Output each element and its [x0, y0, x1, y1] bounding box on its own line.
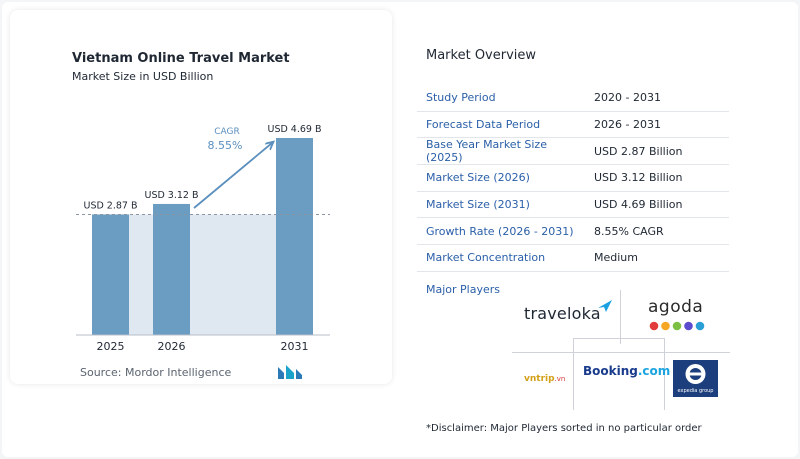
overview-row-label: Market Size (2031): [426, 198, 530, 212]
source-note: Source: Mordor Intelligence: [80, 366, 232, 379]
players-divider: [573, 338, 574, 410]
players-divider: [512, 352, 730, 353]
agoda-dot: [695, 321, 705, 331]
growth-band: [129, 214, 276, 335]
booking-logo: Booking.com: [583, 364, 671, 378]
expedia-group-logo: expedia group: [673, 360, 718, 397]
cagr-arrow: [193, 143, 272, 209]
cagr-label: CAGR: [214, 127, 240, 137]
value-label: USD 2.87 B: [83, 200, 137, 211]
overview-row-value: USD 2.87 Billion: [594, 144, 683, 158]
cagr-value: 8.55%: [208, 139, 243, 152]
overview-row-value: 8.55% CAGR: [594, 224, 664, 238]
chart-subtitle: Market Size in USD Billion: [72, 70, 214, 83]
overview-row-value: USD 3.12 Billion: [594, 171, 683, 185]
value-label: USD 4.69 B: [267, 124, 321, 135]
mordor-intelligence-logo-icon: [278, 365, 302, 379]
overview-row-label: Base Year Market Size (2025): [426, 138, 547, 165]
traveloka-bird-icon: [598, 300, 612, 312]
category-label: 2025: [97, 340, 125, 353]
bar-2025: [92, 214, 129, 335]
agoda-dot: [684, 321, 693, 331]
agoda-dot: [672, 321, 682, 331]
overview-row-value: 2020 - 2031: [594, 91, 661, 105]
overview-row-value: Medium: [594, 251, 638, 265]
vntrip-logo: vntrip.vn: [524, 374, 566, 384]
overview-row: Base Year Market Size (2025) USD 2.87 Bil…: [417, 138, 729, 166]
major-players-title: Major Players: [426, 283, 500, 296]
overview-row-label: Study Period: [426, 91, 496, 105]
overview-row-label: Market Size (2026): [426, 171, 530, 185]
expedia-e-icon: [685, 364, 706, 384]
overview-row: Market Concentration Medium: [417, 245, 729, 272]
expedia-caption: expedia group: [677, 388, 714, 394]
players-divider: [664, 338, 665, 410]
value-label: USD 3.12 B: [144, 190, 198, 201]
overview-row: Growth Rate (2026 - 2031) 8.55% CAGR: [417, 218, 729, 246]
agoda-dots-icon: [649, 321, 705, 331]
players-divider: [573, 338, 664, 339]
overview-row-value: USD 4.69 Billion: [594, 198, 683, 212]
overview-row: Market Size (2026) USD 3.12 Billion: [417, 165, 729, 192]
players-divider: [620, 290, 621, 344]
category-label: 2026: [158, 340, 186, 353]
overview-row: Study Period 2020 - 2031: [417, 85, 729, 112]
agoda-logo: agoda: [648, 297, 704, 317]
market-overview-title: Market Overview: [426, 48, 537, 63]
agoda-dot: [649, 321, 659, 331]
disclaimer: *Disclaimer: Major Players sorted in no …: [426, 423, 702, 434]
overview-row-label: Forecast Data Period: [426, 118, 541, 132]
traveloka-logo: traveloka: [524, 300, 612, 323]
overview-row-label: Growth Rate (2026 - 2031): [426, 224, 574, 238]
bar-2031: [276, 138, 313, 335]
overview-row: Market Size (2031) USD 4.69 Billion: [417, 192, 729, 219]
category-label: 2031: [281, 340, 309, 353]
bar-2026: [153, 203, 190, 335]
market-overview-table: Study Period 2020 - 2031 Forecast Data Per…: [417, 85, 729, 272]
overview-row-label: Market Concentration: [426, 251, 546, 265]
bar-chart: USD 2.87 B USD 3.12 B USD 4.69 B 2025 2026 20…: [76, 124, 330, 353]
agoda-dot: [661, 321, 670, 331]
chart-title: Vietnam Online Travel Market: [72, 51, 290, 66]
overview-row-value: 2026 - 2031: [594, 118, 661, 132]
overview-row: Forecast Data Period 2026 - 2031: [417, 112, 729, 139]
